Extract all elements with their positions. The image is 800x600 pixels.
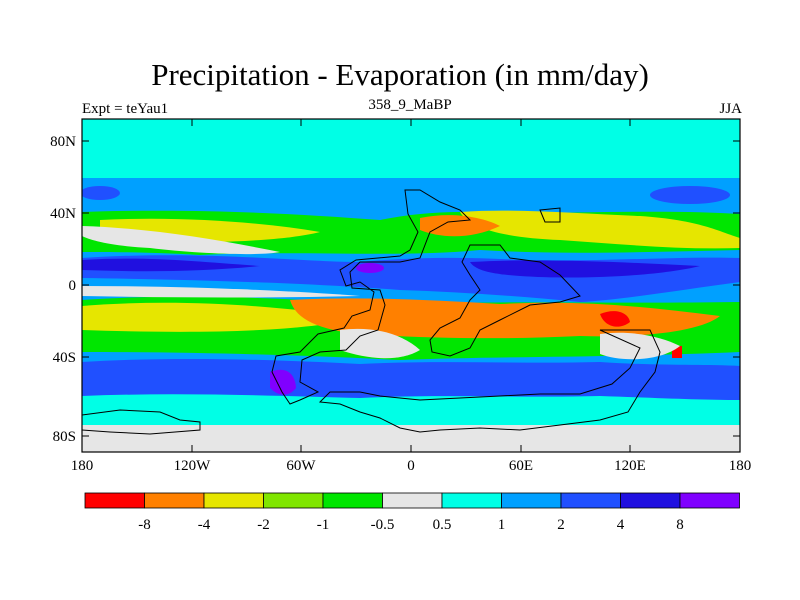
lat-axis: 80N 40N 0 40S 80S — [50, 134, 740, 445]
colorbar-label: -4 — [198, 517, 211, 533]
lon-label-60w: 60W — [286, 458, 316, 474]
field-asia-dry — [460, 210, 740, 249]
lon-label-180w: 180 — [71, 458, 94, 474]
field-neutral-2 — [82, 286, 360, 298]
colorbar-label: 8 — [676, 517, 684, 533]
colorbar-label: 0.5 — [433, 517, 452, 533]
field-itcz-core-west — [470, 260, 700, 278]
field-itcz-max — [356, 263, 384, 273]
field-north-wet — [82, 183, 740, 210]
lat-label-80n: 80N — [50, 134, 76, 150]
colorbar-label: 4 — [617, 517, 625, 533]
field-nafrica-dry — [420, 215, 500, 237]
colorbar: -8 -4 -2 -1 -0.5 0.5 1 2 4 8 — [84, 492, 740, 533]
colorbar-swatch — [620, 492, 681, 509]
colorbar-swatch — [441, 492, 502, 509]
map-field — [82, 119, 740, 452]
lon-label-180e: 180 — [729, 458, 752, 474]
field-neutral-1 — [82, 226, 280, 255]
map-title: Precipitation - Evaporation (in mm/day) — [151, 57, 649, 92]
field-np-wet-cell — [82, 186, 120, 200]
field-south-dry-belt — [290, 298, 720, 339]
colorbar-swatch — [501, 492, 562, 509]
lat-label-80s: 80S — [53, 429, 76, 445]
lon-label-120e: 120E — [614, 458, 646, 474]
field-npw-wet-cell — [650, 186, 730, 204]
colorbar-label: 1 — [498, 517, 506, 533]
field-dry-max-2 — [672, 346, 682, 358]
colorbar-label: -8 — [138, 517, 151, 533]
colorbar-swatch — [382, 492, 443, 509]
field-itcz-core-east — [82, 258, 260, 272]
experiment-label: Expt = teYau1 — [82, 101, 169, 117]
small-terrane-outline — [539, 207, 561, 223]
gondwana-east-outline — [429, 244, 581, 357]
colorbar-swatch — [322, 492, 383, 509]
field-sp-dry — [82, 302, 360, 332]
colorbar-label: -0.5 — [371, 517, 395, 533]
colorbar-swatch — [84, 492, 145, 509]
colorbar-swatch — [203, 492, 264, 509]
antarctic-edge-outline — [82, 409, 201, 435]
colorbar-label: -1 — [317, 517, 330, 533]
colorbar-swatch — [263, 492, 324, 509]
field-dry-max-1 — [600, 311, 630, 327]
colorbar-swatch — [144, 492, 205, 509]
colorbar-label: -2 — [257, 517, 270, 533]
lat-label-40n: 40N — [50, 206, 76, 222]
field-south-wet-max — [270, 369, 296, 395]
lat-label-0: 0 — [69, 278, 77, 294]
period-label: 358_9_MaBP — [368, 97, 452, 113]
lon-label-60e: 60E — [509, 458, 533, 474]
lon-label-120w: 120W — [174, 458, 212, 474]
gondwana-west-outline — [271, 189, 472, 405]
field-north-band — [82, 150, 740, 178]
southern-continent-outline — [318, 329, 661, 433]
lon-axis: 180 120W 60W 0 60E 120E 180 — [71, 119, 752, 474]
lat-label-40s: 40S — [53, 350, 76, 366]
colorbar-label: 2 — [557, 517, 565, 533]
lon-label-0: 0 — [407, 458, 415, 474]
colorbar-swatch — [679, 492, 740, 509]
season-label: JJA — [719, 101, 742, 117]
colorbar-swatch — [560, 492, 621, 509]
